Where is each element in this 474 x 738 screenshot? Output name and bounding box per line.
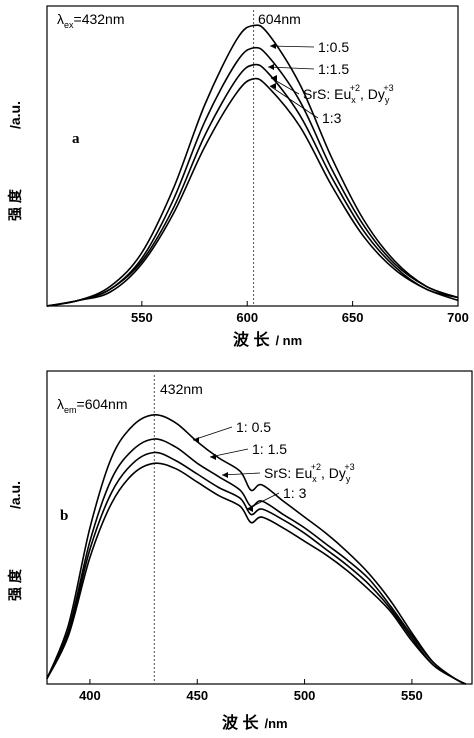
arrowhead-icon <box>268 64 274 70</box>
series-line-1 <box>46 24 459 307</box>
excitation-value: =432nm <box>74 11 125 27</box>
series-label-arrow <box>269 85 319 119</box>
arrowhead-icon <box>222 472 228 478</box>
x-axis-label: 波 长 / nm <box>233 330 302 349</box>
series-label: 1: 1.5 <box>252 441 287 457</box>
series-label: 1:0.5 <box>318 39 349 55</box>
annotation-dy-sup: +3 <box>344 462 354 472</box>
y-axis-label-cn: 强 度 <box>7 568 23 601</box>
x-axis-label-cn: 波 长 <box>233 330 270 349</box>
chart-panel-b: 400 450 500 550 432nm λem=604nm b 1: 0.5 1: 1.5 1… <box>7 370 473 732</box>
series-line-1 <box>46 413 466 685</box>
y-axis-label-unit: /a.u. <box>7 101 23 129</box>
series-line-2 <box>46 438 466 685</box>
annotation-mid: , Dy <box>321 465 346 481</box>
peak-marker-label: 432nm <box>160 381 203 397</box>
annotation-eu-sup: +2 <box>350 83 360 93</box>
excitation-lambda: λ <box>57 11 64 27</box>
annotation-eu-sup: +2 <box>311 462 321 472</box>
annotation-eu-sub: x <box>351 95 356 105</box>
excitation-value: =604nm <box>77 396 128 412</box>
panel-label: b <box>60 508 68 524</box>
x-tick-label: 650 <box>342 310 364 325</box>
series-label-arrow <box>269 45 315 48</box>
x-tick-label: 550 <box>401 688 423 703</box>
compound-annotation: SrS: Eux +2, Dyy +3 <box>264 462 355 484</box>
x-axis-label-cn: 波 长 <box>222 713 259 732</box>
excitation-lambda: λ <box>57 396 64 412</box>
arrowhead-icon <box>210 454 216 460</box>
series-label: 1:1.5 <box>318 61 349 77</box>
arrowhead-icon <box>247 506 253 512</box>
series-line-4 <box>46 462 466 685</box>
plot-frame <box>46 370 473 685</box>
annotation-arrow <box>270 77 300 95</box>
peak-marker-label: 604nm <box>258 11 301 27</box>
chart-panel-a: 550 600 650 700 604nm λex=432nm a 1:0.5 1:1.5 1:3… <box>7 5 469 349</box>
annotation-mid: , Dy <box>360 86 385 102</box>
x-tick-label: 600 <box>236 310 258 325</box>
series-label-arrow <box>209 448 249 458</box>
arrowhead-icon <box>270 43 276 49</box>
series-label-arrow <box>192 426 233 441</box>
excitation-sub: ex <box>64 20 74 30</box>
annotation-dy-sub: y <box>346 474 351 484</box>
series-line-3 <box>46 63 459 307</box>
y-axis-label-cn: 强 度 <box>7 188 23 221</box>
annotation-main: SrS: Eu <box>264 465 312 481</box>
series-line-4 <box>46 77 459 307</box>
series-line-3 <box>46 451 466 685</box>
x-tick-label: 400 <box>79 688 101 703</box>
series-label: 1:3 <box>322 110 342 126</box>
arrowhead-icon <box>270 83 276 89</box>
series-label-arrow <box>267 66 315 70</box>
arrowhead-icon <box>193 437 199 443</box>
x-tick-label: 550 <box>131 310 153 325</box>
excitation-label: λex=432nm <box>57 11 125 30</box>
x-axis-label: 波 长/nm <box>222 713 288 732</box>
x-axis-label-unit: /nm <box>264 716 287 731</box>
x-axis-label-unit: / nm <box>275 333 302 348</box>
excitation-sub: em <box>64 405 77 415</box>
annotation-arrow <box>221 472 261 476</box>
arrowhead-icon <box>271 75 277 81</box>
panel-label: a <box>72 131 80 147</box>
compound-annotation: SrS: Eux +2, Dyy +3 <box>303 83 394 105</box>
annotation-dy-sub: y <box>385 95 390 105</box>
annotation-main: SrS: Eu <box>303 86 351 102</box>
x-tick-label: 500 <box>294 688 316 703</box>
series-label: 1: 0.5 <box>236 419 271 435</box>
annotation-dy-sup: +3 <box>383 83 393 93</box>
series-label: 1: 3 <box>283 485 307 501</box>
annotation-eu-sub: x <box>312 474 317 484</box>
excitation-label: λem=604nm <box>57 396 128 415</box>
x-tick-label: 700 <box>447 310 469 325</box>
plot-frame <box>46 5 459 307</box>
x-tick-label: 450 <box>186 688 208 703</box>
y-axis-label-unit: /a.u. <box>7 481 23 509</box>
